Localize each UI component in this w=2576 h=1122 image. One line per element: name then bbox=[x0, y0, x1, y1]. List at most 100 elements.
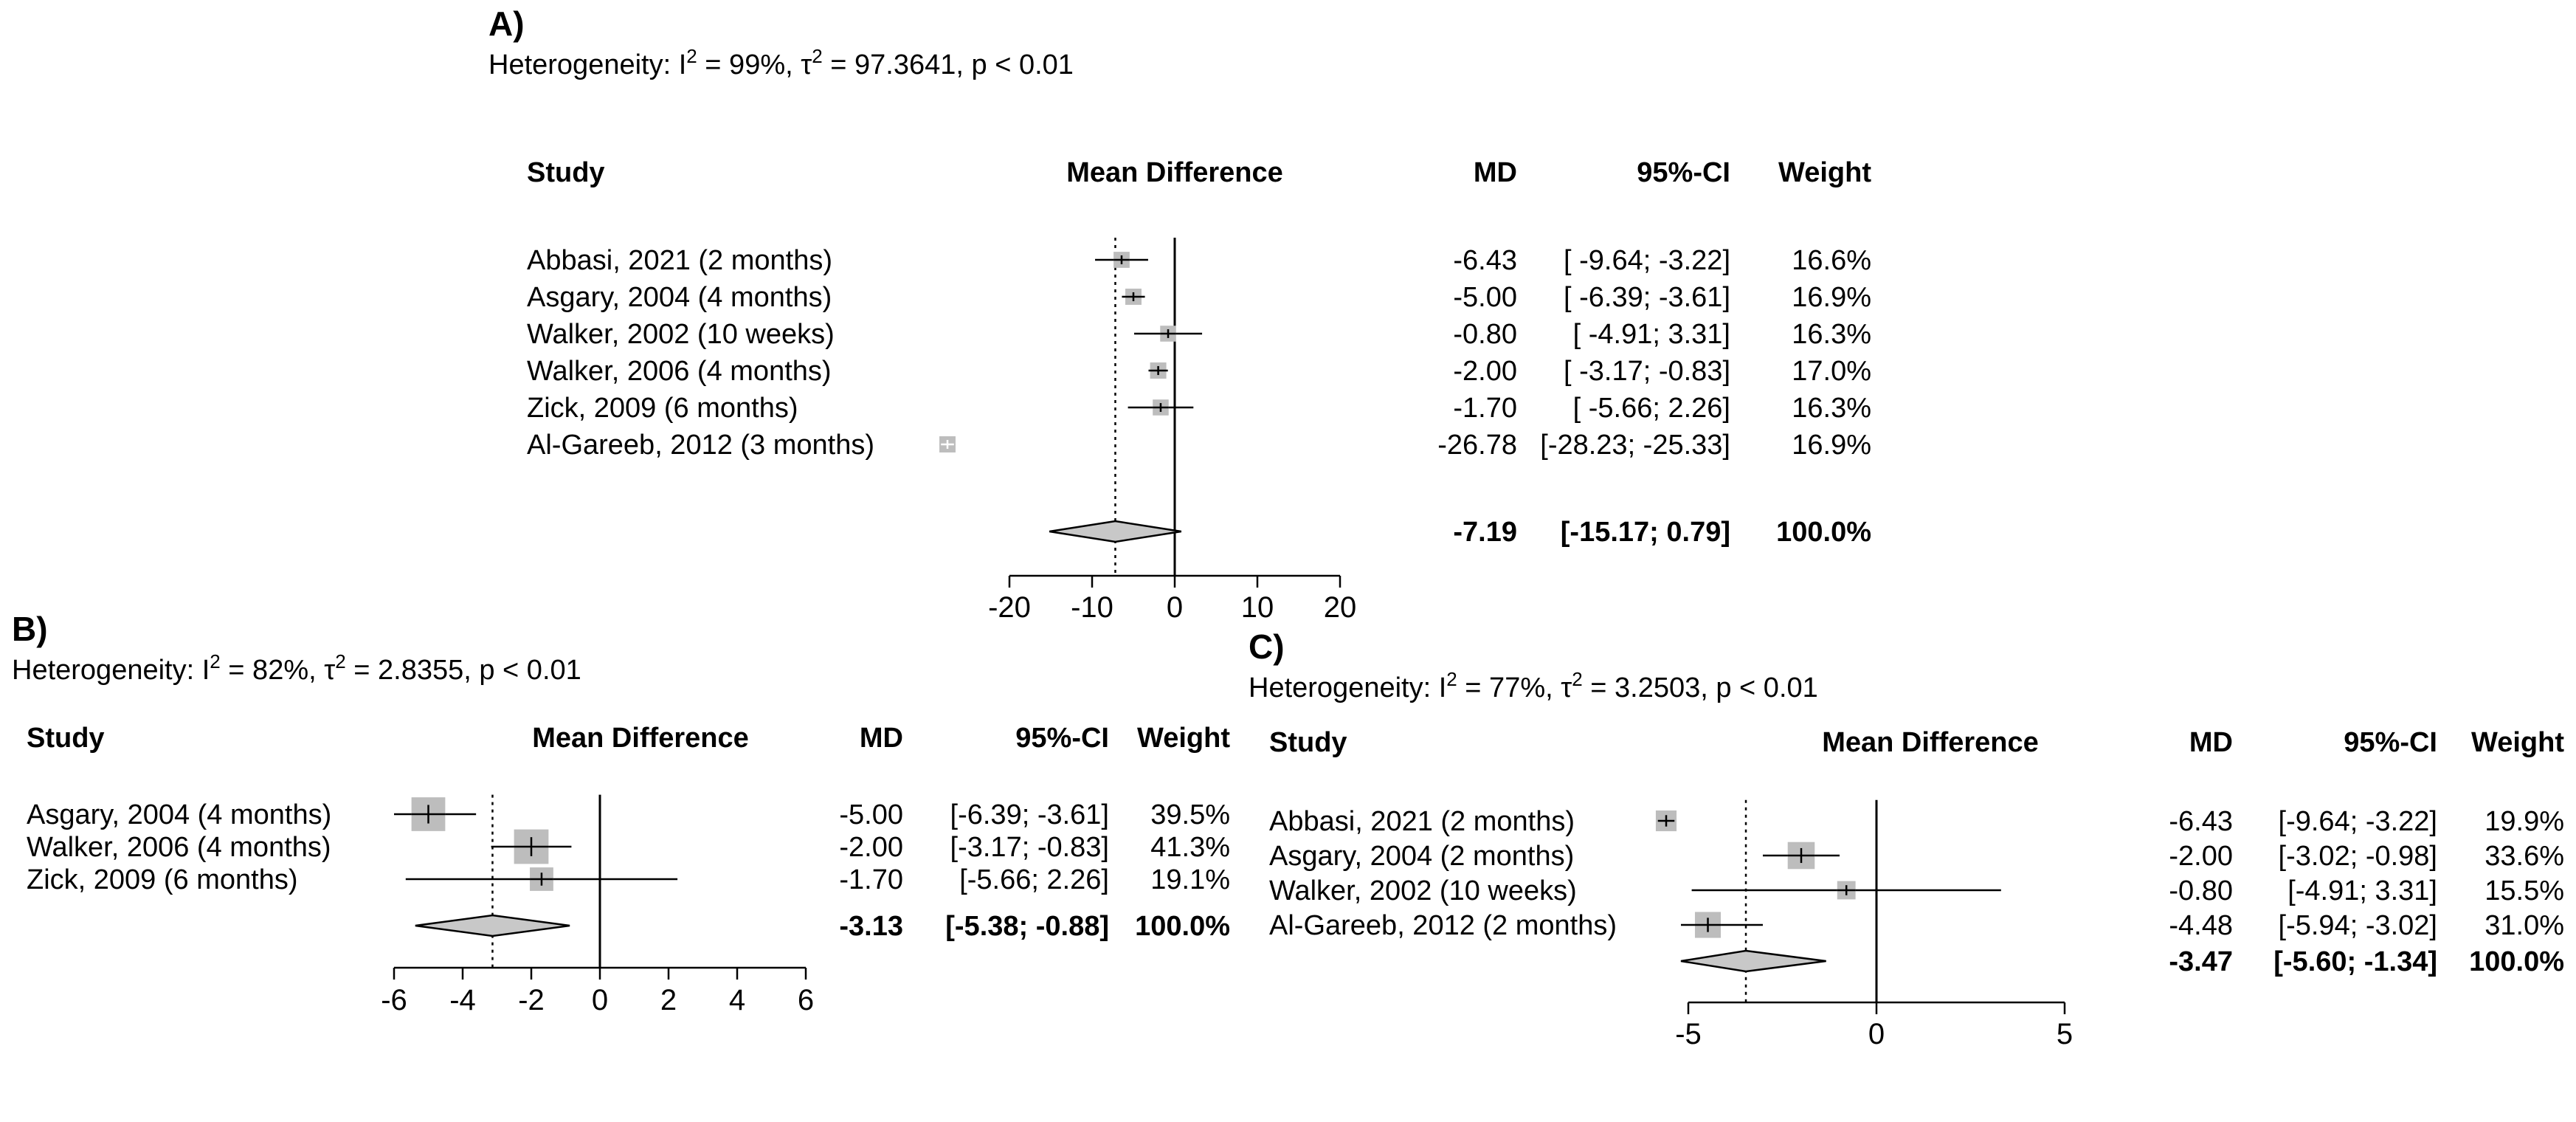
panel-b-header-mean-difference: Mean Difference bbox=[532, 723, 749, 754]
panel-a-study-ci: [ -9.64; -3.22] bbox=[1564, 245, 1730, 276]
panel-c-header-mean-difference: Mean Difference bbox=[1822, 727, 2039, 758]
panel-a-header-mean-difference: Mean Difference bbox=[1066, 157, 1283, 188]
panel-a-header-ci: 95%-CI bbox=[1637, 157, 1730, 188]
panel-b-study-ci: [-5.66; 2.26] bbox=[959, 864, 1109, 895]
panel-c-pooled-ci: [-5.60; -1.34] bbox=[2273, 946, 2437, 977]
panel-b-x-tick-label: -2 bbox=[518, 984, 545, 1016]
panel-b-header-md: MD bbox=[860, 723, 903, 754]
panel-a-study-name: Walker, 2002 (10 weeks) bbox=[527, 319, 835, 350]
panel-c-study-weight: 33.6% bbox=[2485, 841, 2564, 872]
panel-a-study-weight: 16.9% bbox=[1792, 282, 1871, 313]
panel-a-study-name: Abbasi, 2021 (2 months) bbox=[527, 245, 832, 276]
panel-a-study-name: Zick, 2009 (6 months) bbox=[527, 393, 798, 424]
panel-a-x-tick-label: -20 bbox=[988, 591, 1031, 624]
panel-a-study-ci: [ -3.17; -0.83] bbox=[1564, 356, 1730, 387]
panel-b-header-study: Study bbox=[27, 723, 105, 754]
panel-c-study-ci: [-9.64; -3.22] bbox=[2279, 806, 2437, 837]
panel-a-header-study: Study bbox=[527, 157, 605, 188]
panel-b-study-ci: [-3.17; -0.83] bbox=[950, 832, 1109, 863]
panel-a-x-tick-label: 0 bbox=[1167, 591, 1183, 624]
panel-c-study-md: -4.48 bbox=[2169, 910, 2233, 941]
panel-b-label: B) bbox=[12, 610, 48, 648]
panel-b-pooled-diamond bbox=[415, 914, 570, 937]
panel-a-study-md: -2.00 bbox=[1453, 356, 1517, 387]
panel-a-study-name: Al-Gareeb, 2012 (3 months) bbox=[527, 430, 874, 461]
panel-c-study-ci: [-3.02; -0.98] bbox=[2279, 841, 2437, 872]
panel-b-study-weight: 39.5% bbox=[1150, 799, 1230, 830]
panel-a-study-weight: 16.9% bbox=[1792, 430, 1871, 461]
panel-a-study-name: Asgary, 2004 (4 months) bbox=[527, 282, 832, 313]
panel-b-x-tick-label: 0 bbox=[592, 984, 608, 1016]
panel-a-study-md: -26.78 bbox=[1437, 430, 1517, 461]
panel-c-study-weight: 31.0% bbox=[2485, 910, 2564, 941]
panel-b-study-ci: [-6.39; -3.61] bbox=[950, 799, 1109, 830]
panel-b-study-weight: 19.1% bbox=[1150, 864, 1230, 895]
panel-a-study-ci: [ -4.91; 3.31] bbox=[1573, 319, 1730, 350]
panel-b-study-weight: 41.3% bbox=[1150, 832, 1230, 863]
panel-b-study-md: -2.00 bbox=[839, 832, 903, 863]
panel-b-pooled-md: -3.13 bbox=[839, 911, 903, 942]
panel-c-x-tick-label: 5 bbox=[2057, 1018, 2073, 1050]
panel-a-study-md: -0.80 bbox=[1453, 319, 1517, 350]
panel-b-x-tick-label: -4 bbox=[449, 984, 476, 1016]
panel-b-pooled-ci: [-5.38; -0.88] bbox=[945, 911, 1109, 942]
panel-b-study-name: Zick, 2009 (6 months) bbox=[27, 864, 297, 895]
panel-b-study-name: Asgary, 2004 (4 months) bbox=[27, 799, 331, 830]
panel-a-header-weight: Weight bbox=[1778, 157, 1871, 188]
panel-a-study-md: -5.00 bbox=[1453, 282, 1517, 313]
panel-c-study-weight: 19.9% bbox=[2485, 806, 2564, 837]
panel-c-study-ci: [-4.91; 3.31] bbox=[2287, 875, 2437, 906]
panel-c-pooled-md: -3.47 bbox=[2169, 946, 2233, 977]
panel-a-study-ci: [ -5.66; 2.26] bbox=[1573, 393, 1730, 424]
panel-c-study-name: Walker, 2002 (10 weeks) bbox=[1269, 875, 1577, 906]
panel-a-study-md: -6.43 bbox=[1453, 245, 1517, 276]
panel-b-x-tick-label: 4 bbox=[729, 984, 745, 1016]
panel-c-header-weight: Weight bbox=[2471, 727, 2564, 758]
panel-a-x-tick-label: -10 bbox=[1071, 591, 1113, 624]
panel-a-pooled-weight: 100.0% bbox=[1776, 517, 1871, 548]
panel-b-x-tick-label: 2 bbox=[660, 984, 677, 1016]
panel-a-heterogeneity: Heterogeneity: I2 = 99%, τ2 = 97.3641, p… bbox=[488, 45, 1074, 80]
panel-c-study-md: -6.43 bbox=[2169, 806, 2233, 837]
panel-c-heterogeneity: Heterogeneity: I2 = 77%, τ2 = 3.2503, p … bbox=[1249, 668, 1818, 703]
panel-c-study-name: Abbasi, 2021 (2 months) bbox=[1269, 806, 1575, 837]
panel-c-label: C) bbox=[1249, 627, 1285, 666]
panel-c-header-study: Study bbox=[1269, 727, 1347, 758]
panel-b-study-md: -1.70 bbox=[839, 864, 903, 895]
panel-a-pooled-md: -7.19 bbox=[1453, 517, 1517, 548]
panel-a-study-weight: 16.3% bbox=[1792, 319, 1871, 350]
panel-c-study-name: Asgary, 2004 (2 months) bbox=[1269, 841, 1574, 872]
panel-b-study-name: Walker, 2006 (4 months) bbox=[27, 832, 331, 863]
panel-a-study-weight: 16.6% bbox=[1792, 245, 1871, 276]
panel-c-study-weight: 15.5% bbox=[2485, 875, 2564, 906]
panel-c-header-ci: 95%-CI bbox=[2344, 727, 2437, 758]
panel-b-header-ci: 95%-CI bbox=[1015, 723, 1109, 754]
panel-b-header-weight: Weight bbox=[1137, 723, 1230, 754]
panel-c-pooled-weight: 100.0% bbox=[2469, 946, 2564, 977]
panel-c-study-md: -2.00 bbox=[2169, 841, 2233, 872]
panel-a-pooled-ci: [-15.17; 0.79] bbox=[1561, 517, 1730, 548]
panel-a-study-md: -1.70 bbox=[1453, 393, 1517, 424]
panel-a-study-ci: [ -6.39; -3.61] bbox=[1564, 282, 1730, 313]
panel-b-x-tick-label: -6 bbox=[381, 984, 407, 1016]
panel-a-study-weight: 16.3% bbox=[1792, 393, 1871, 424]
panel-b-x-tick-label: 6 bbox=[798, 984, 814, 1016]
panel-a-x-tick-label: 20 bbox=[1324, 591, 1357, 624]
panel-b-heterogeneity: Heterogeneity: I2 = 82%, τ2 = 2.8355, p … bbox=[12, 650, 581, 686]
panel-b-study-md: -5.00 bbox=[839, 799, 903, 830]
panel-a-pooled-diamond bbox=[1049, 520, 1182, 543]
panel-a-study-weight: 17.0% bbox=[1792, 356, 1871, 387]
panel-a-header-md: MD bbox=[1474, 157, 1517, 188]
panel-c-x-tick-label: 0 bbox=[1868, 1018, 1885, 1050]
panel-c-x-tick-label: -5 bbox=[1675, 1018, 1702, 1050]
panel-a-study-ci: [-28.23; -25.33] bbox=[1540, 430, 1730, 461]
panel-c-study-name: Al-Gareeb, 2012 (2 months) bbox=[1269, 910, 1617, 941]
panel-a-label: A) bbox=[488, 4, 525, 43]
panel-c-study-ci: [-5.94; -3.02] bbox=[2279, 910, 2437, 941]
panel-b-pooled-weight: 100.0% bbox=[1135, 911, 1230, 942]
panel-c-header-md: MD bbox=[2189, 727, 2233, 758]
panel-c-study-md: -0.80 bbox=[2169, 875, 2233, 906]
panel-c-pooled-diamond bbox=[1680, 949, 1826, 973]
panel-a-x-tick-label: 10 bbox=[1241, 591, 1274, 624]
